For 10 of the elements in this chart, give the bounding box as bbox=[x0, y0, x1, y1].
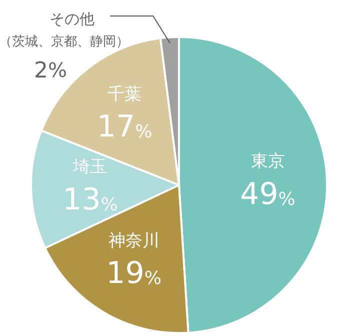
data-label: 17% bbox=[96, 110, 152, 145]
data-label: 2% bbox=[34, 58, 68, 84]
slice-label: 埼玉 bbox=[72, 157, 108, 178]
slice-label: 東京 bbox=[250, 152, 285, 172]
data-label: 13% bbox=[62, 182, 118, 218]
data-label: 19% bbox=[106, 256, 162, 292]
data-label: 49% bbox=[240, 177, 296, 212]
slice-label: 千葉 bbox=[108, 84, 142, 104]
slice-label: 神奈川 bbox=[108, 230, 160, 251]
slice-label: その他（茨城、京都、静岡） bbox=[0, 10, 129, 50]
